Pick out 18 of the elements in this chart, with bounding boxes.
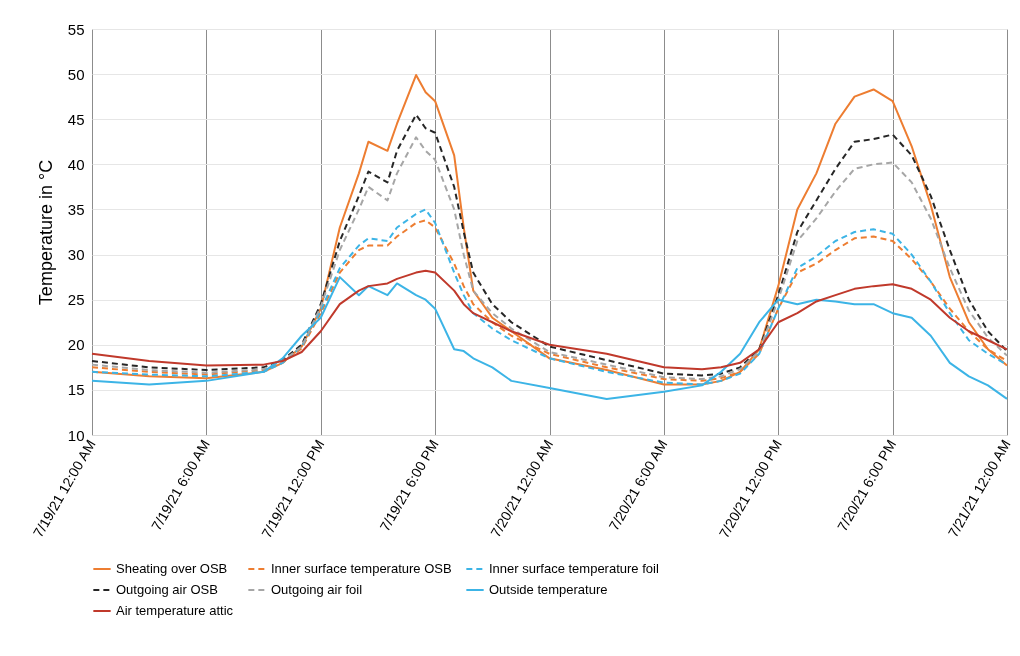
legend-label: Outside temperature — [489, 582, 608, 597]
y-tick-label: 40 — [67, 155, 85, 173]
y-tick-label: 15 — [67, 381, 85, 399]
y-tick-label: 30 — [67, 246, 85, 264]
y-tick-label: 45 — [67, 110, 85, 128]
y-tick-label: 20 — [67, 336, 85, 354]
legend-label: Outgoing air OSB — [116, 582, 218, 597]
legend-label: Outgoing air foil — [271, 582, 363, 597]
legend-label: Sheating over OSB — [116, 561, 228, 576]
y-tick-label: 25 — [67, 291, 85, 309]
legend-label: Inner surface temperature foil — [489, 561, 659, 576]
legend-label: Air temperature attic — [116, 603, 234, 618]
y-tick-label: 55 — [67, 20, 85, 38]
y-tick-label: 35 — [67, 200, 85, 218]
y-tick-label: 50 — [67, 65, 85, 83]
y-axis-title: Temperature in °C — [35, 159, 56, 306]
y-tick-label: 10 — [67, 426, 85, 444]
legend-label: Inner surface temperature OSB — [271, 561, 452, 576]
